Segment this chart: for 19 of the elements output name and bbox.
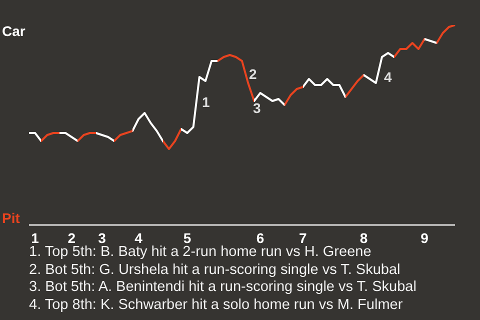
- x-tick-label: 6: [256, 230, 264, 246]
- text: Pit: [2, 210, 20, 226]
- x-tick-label: 2: [68, 230, 76, 246]
- annotation: 2: [249, 66, 257, 82]
- annotation: 3: [253, 100, 261, 116]
- annotation: 1: [202, 94, 210, 110]
- x-tick-label: 5: [183, 230, 192, 246]
- x-tick-label: 9: [420, 230, 429, 246]
- x-tick-label: 1: [31, 230, 40, 246]
- x-tick-label: 3: [98, 230, 106, 246]
- text: 2. Bot 5th: G. Urshela hit a run-scoring single vs T. Skubal: [29, 262, 402, 279]
- text: 4. Top 8th: K. Schwarber hit a solo home run vs M. Fulmer: [29, 296, 404, 314]
- x-tick-label: 4: [134, 230, 143, 246]
- text: 3. Bot 5th: A. Benintendi hit a run-scoring single vs T. Skubal: [29, 279, 416, 296]
- text: Car: [2, 23, 26, 39]
- x-tick-label: 7: [298, 230, 307, 246]
- text: 1. Top 5th: B. Baty hit a 2-run home run vs H. Greene: [29, 244, 372, 262]
- annotation: 4: [384, 69, 392, 85]
- x-tick-label: 8: [360, 230, 368, 246]
